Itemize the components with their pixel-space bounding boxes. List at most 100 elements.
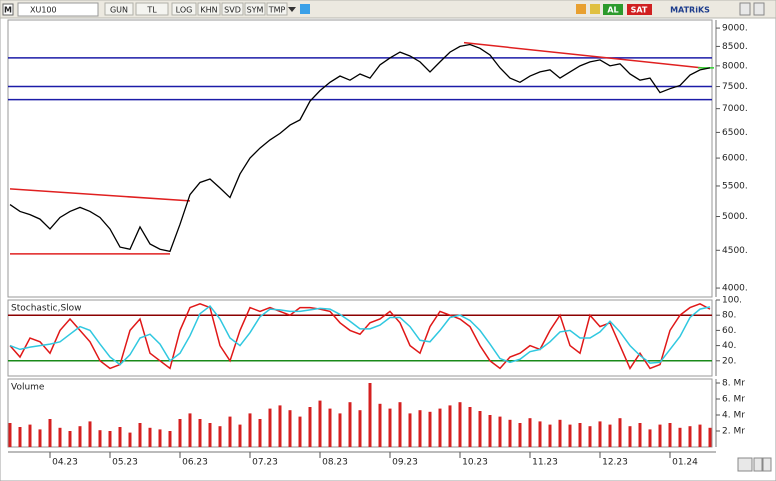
scroll-button[interactable] bbox=[762, 457, 772, 472]
volume-bar bbox=[388, 408, 392, 447]
volume-bar bbox=[538, 421, 542, 447]
volume-bar bbox=[188, 413, 192, 447]
volume-bar bbox=[118, 427, 122, 447]
scroll-button[interactable] bbox=[737, 457, 753, 472]
tool-icon[interactable] bbox=[576, 4, 586, 14]
menu-icon[interactable] bbox=[2, 3, 14, 16]
tool-icon[interactable] bbox=[590, 4, 600, 14]
volume-bar bbox=[78, 426, 82, 447]
toolbar-button[interactable] bbox=[221, 2, 244, 16]
buy-label: AL bbox=[607, 6, 618, 15]
toolbar-label: GUN bbox=[110, 6, 128, 15]
volume-bar bbox=[8, 423, 12, 447]
twitter-icon[interactable] bbox=[300, 4, 310, 14]
toolbar-button[interactable] bbox=[197, 2, 221, 16]
volume-bar bbox=[278, 405, 282, 447]
volume-bar bbox=[268, 408, 272, 447]
volume-bar bbox=[688, 426, 692, 447]
volume-bar bbox=[88, 421, 92, 447]
volume-bar bbox=[148, 427, 152, 447]
volume-bar bbox=[378, 403, 382, 447]
y-tick-label: 4. Mr bbox=[722, 411, 745, 421]
toolbar-button[interactable] bbox=[266, 2, 288, 16]
panel-title: Stochastic,Slow bbox=[11, 304, 82, 314]
volume-bar bbox=[478, 411, 482, 447]
toolbar-button[interactable] bbox=[104, 2, 134, 16]
x-tick-label: 09.23 bbox=[392, 458, 418, 468]
x-tick-label: 11.23 bbox=[532, 458, 558, 468]
volume-bar bbox=[648, 429, 652, 447]
toolbar-label: KHN bbox=[200, 6, 217, 15]
y-tick-label: 2. Mr bbox=[722, 427, 745, 437]
volume-bar bbox=[18, 427, 22, 447]
series-line bbox=[9, 305, 711, 366]
volume-bar bbox=[488, 415, 492, 447]
toolbar-button[interactable] bbox=[135, 2, 169, 16]
volume-bar bbox=[448, 405, 452, 447]
y-tick-label: 5000. bbox=[722, 212, 748, 222]
volume-bar bbox=[228, 416, 232, 447]
window-button[interactable] bbox=[753, 2, 765, 16]
y-tick-label: 9000. bbox=[722, 24, 748, 34]
x-tick-label: 07.23 bbox=[252, 458, 278, 468]
volume-bar bbox=[248, 413, 252, 447]
x-tick-label: 10.23 bbox=[462, 458, 488, 468]
volume-bar bbox=[558, 419, 562, 447]
volume-bar bbox=[658, 424, 662, 447]
volume-bar bbox=[338, 413, 342, 447]
scroll-button[interactable] bbox=[753, 457, 763, 472]
sell-label: SAT bbox=[631, 6, 648, 15]
volume-bar bbox=[128, 432, 132, 447]
panel bbox=[7, 19, 713, 298]
volume-bar bbox=[318, 400, 322, 447]
volume-bar bbox=[468, 407, 472, 447]
menu-letter: M bbox=[4, 6, 12, 15]
trend-line bbox=[463, 41, 703, 69]
volume-bar bbox=[508, 419, 512, 447]
symbol-box[interactable] bbox=[17, 2, 99, 17]
y-tick-label: 8500. bbox=[722, 42, 748, 52]
toolbar-label: SYM bbox=[247, 6, 264, 15]
y-tick-label: 20. bbox=[722, 356, 736, 366]
y-tick-label: 8000. bbox=[722, 61, 748, 71]
toolbar-button[interactable] bbox=[244, 2, 266, 16]
volume-bar bbox=[418, 410, 422, 447]
buy-button[interactable] bbox=[603, 4, 623, 15]
brand: MATRiKS bbox=[670, 6, 710, 15]
y-tick-label: 100. bbox=[722, 296, 742, 306]
y-tick-label: 6500. bbox=[722, 128, 748, 138]
y-tick-label: 7500. bbox=[722, 82, 748, 92]
toolbar-label: TMP bbox=[268, 6, 286, 15]
volume-bar bbox=[458, 402, 462, 447]
volume-bar bbox=[518, 423, 522, 447]
volume-bar bbox=[618, 418, 622, 447]
volume-bar bbox=[98, 430, 102, 447]
volume-bar bbox=[38, 429, 42, 447]
sell-button[interactable] bbox=[627, 4, 652, 15]
volume-bar bbox=[528, 418, 532, 447]
y-tick-label: 6000. bbox=[722, 154, 748, 164]
volume-bar bbox=[498, 416, 502, 447]
trend-line bbox=[9, 188, 191, 202]
volume-bar bbox=[258, 419, 262, 447]
dropdown-arrow bbox=[288, 7, 296, 12]
y-tick-label: 7000. bbox=[722, 104, 748, 114]
volume-bar bbox=[568, 424, 572, 447]
window-button[interactable] bbox=[739, 2, 751, 16]
volume-bar bbox=[288, 410, 292, 447]
toolbar-button[interactable] bbox=[171, 2, 197, 16]
volume-bar bbox=[368, 383, 372, 447]
volume-bar bbox=[668, 423, 672, 447]
y-tick-label: 4500. bbox=[722, 246, 748, 256]
y-tick-label: 4000. bbox=[722, 284, 748, 294]
y-tick-label: 40. bbox=[722, 341, 736, 351]
volume-bar bbox=[68, 431, 72, 447]
volume-bar bbox=[58, 427, 62, 447]
series-line bbox=[9, 302, 711, 370]
y-tick-label: 60. bbox=[722, 326, 736, 336]
y-tick-label: 5500. bbox=[722, 181, 748, 191]
volume-bar bbox=[28, 424, 32, 447]
volume-bar bbox=[358, 410, 362, 447]
